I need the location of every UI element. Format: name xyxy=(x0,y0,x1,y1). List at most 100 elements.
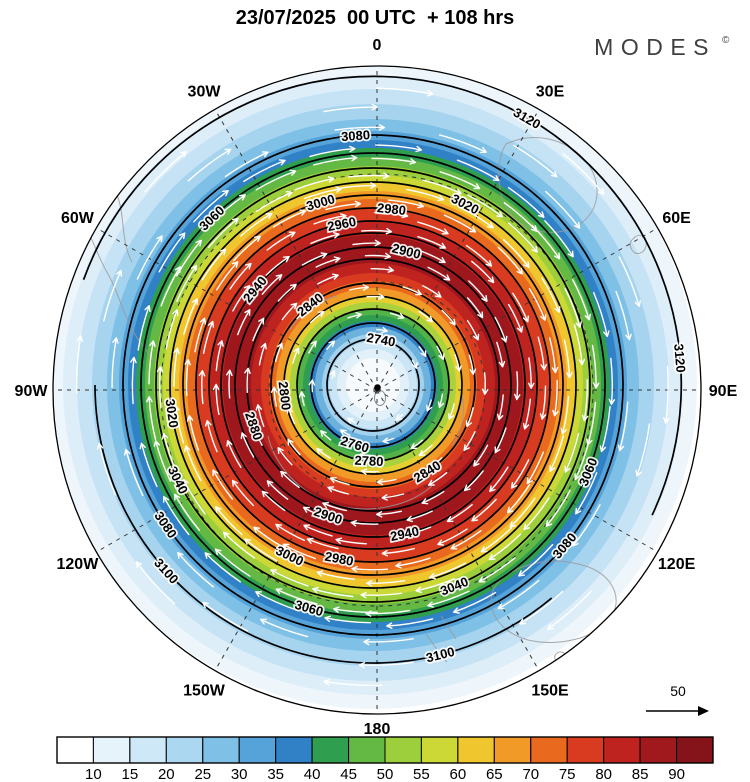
wind-arrow xyxy=(478,557,516,583)
wind-arrow xyxy=(298,391,306,407)
colorbar-cell xyxy=(311,736,350,764)
meridian-line xyxy=(376,227,658,391)
colorbar-tick-label: 55 xyxy=(413,766,430,782)
wind-arrow xyxy=(201,248,227,281)
colorbar-tick-label: 30 xyxy=(231,766,248,782)
wind-arrow xyxy=(244,367,251,394)
wind-arrow xyxy=(473,444,489,467)
wind-arrow xyxy=(163,495,190,536)
wind-arrow xyxy=(427,472,448,486)
wind-arrow xyxy=(176,264,198,302)
wind-arrow xyxy=(363,638,414,646)
wind-arrow xyxy=(275,523,306,542)
wind-arrow xyxy=(361,227,393,235)
wind-arrow xyxy=(202,320,215,354)
wind-arrow xyxy=(124,448,144,497)
wind-arrow xyxy=(541,277,561,313)
contour-line xyxy=(234,246,512,524)
wind-arrow xyxy=(549,435,565,472)
wind-arrow xyxy=(324,615,371,624)
wind-arrow xyxy=(351,565,389,573)
wind-arrow xyxy=(352,239,381,247)
contour-line xyxy=(270,282,476,488)
contour-label: 2960 xyxy=(326,214,357,234)
wind-arrow xyxy=(411,359,418,369)
wind-arrow xyxy=(494,427,507,454)
wind-arrow xyxy=(336,182,377,190)
wind-arrow xyxy=(165,309,179,350)
wind-arrow xyxy=(376,510,402,518)
wind-arrow xyxy=(184,445,202,482)
wind-arrow xyxy=(327,486,349,495)
colorbar-tick-label: 85 xyxy=(632,766,649,782)
longitude-label: 30W xyxy=(188,83,222,100)
contour-line xyxy=(94,384,553,664)
wind-arrow xyxy=(323,103,378,113)
wind-arrow xyxy=(617,401,629,452)
wind-arrow xyxy=(240,212,273,237)
wind-arrow xyxy=(198,370,206,405)
reference-arrow-label: 50 xyxy=(670,683,686,699)
wind-arrow xyxy=(176,239,202,277)
wind-arrow xyxy=(581,379,589,422)
wind-arrow xyxy=(466,319,480,341)
coastline-new-zealand xyxy=(425,615,457,663)
wind-arrow xyxy=(350,520,379,527)
wind-arrow xyxy=(463,431,476,451)
wind-arrow xyxy=(312,587,354,598)
wind-arrow xyxy=(347,311,362,319)
meridian-line xyxy=(96,227,378,391)
shaded-ring xyxy=(346,358,400,412)
wind-arrow xyxy=(255,169,297,191)
wind-arrow xyxy=(448,403,455,420)
wind-arrow xyxy=(443,214,477,233)
colorbar: 10 15 20 25 30 35 40 45 50 55 60 65 70 75 80 85 90 xyxy=(56,736,714,782)
wind-arrow xyxy=(240,432,255,458)
wind-arrow xyxy=(323,679,383,687)
wind-arrow xyxy=(303,506,329,520)
wind-arrow xyxy=(333,606,378,614)
wind-arrow xyxy=(418,346,427,358)
wind-arrow xyxy=(365,335,376,343)
wind-arrow xyxy=(232,284,251,312)
wind-arrow xyxy=(465,244,493,267)
longitude-label: 90W xyxy=(15,383,49,400)
colorbar-cell xyxy=(202,736,240,764)
wind-arrow xyxy=(429,562,467,580)
wind-arrow xyxy=(441,309,456,326)
longitude-label: 180 xyxy=(364,721,391,738)
colorbar-cell xyxy=(493,736,532,764)
wind-arrow xyxy=(335,537,367,545)
wind-arrow xyxy=(153,440,172,482)
colorbar-tick-label: 70 xyxy=(522,766,539,782)
wind-arrow xyxy=(425,457,443,471)
wind-arrow xyxy=(233,235,261,262)
wind-arrow xyxy=(523,497,550,531)
wind-arrow xyxy=(496,341,506,368)
colorbar-cell xyxy=(676,736,714,764)
wind-arrow xyxy=(497,394,504,421)
wind-arrow xyxy=(552,379,559,417)
wind-arrow xyxy=(148,340,156,385)
colorbar-tick-label: 60 xyxy=(450,766,467,782)
wind-arrow xyxy=(329,370,336,380)
wind-arrow xyxy=(381,547,415,557)
wind-arrow xyxy=(436,345,445,361)
wind-arrow xyxy=(205,419,218,453)
wind-arrow xyxy=(347,172,390,179)
longitude-label: 150E xyxy=(531,683,569,700)
wind-arrow xyxy=(375,87,434,97)
colorbar-cell xyxy=(129,736,167,764)
wind-arrow xyxy=(560,395,570,435)
wind-arrow xyxy=(395,414,403,421)
contour-line xyxy=(140,152,606,618)
meridian-line xyxy=(214,109,378,391)
wind-arrow xyxy=(266,480,289,500)
wind-arrow xyxy=(406,510,433,523)
wind-arrow xyxy=(187,148,232,182)
wind-arrow xyxy=(255,404,265,428)
wind-arrow xyxy=(494,316,508,343)
wind-arrow xyxy=(326,340,336,350)
contour-label: 2780 xyxy=(354,453,384,469)
